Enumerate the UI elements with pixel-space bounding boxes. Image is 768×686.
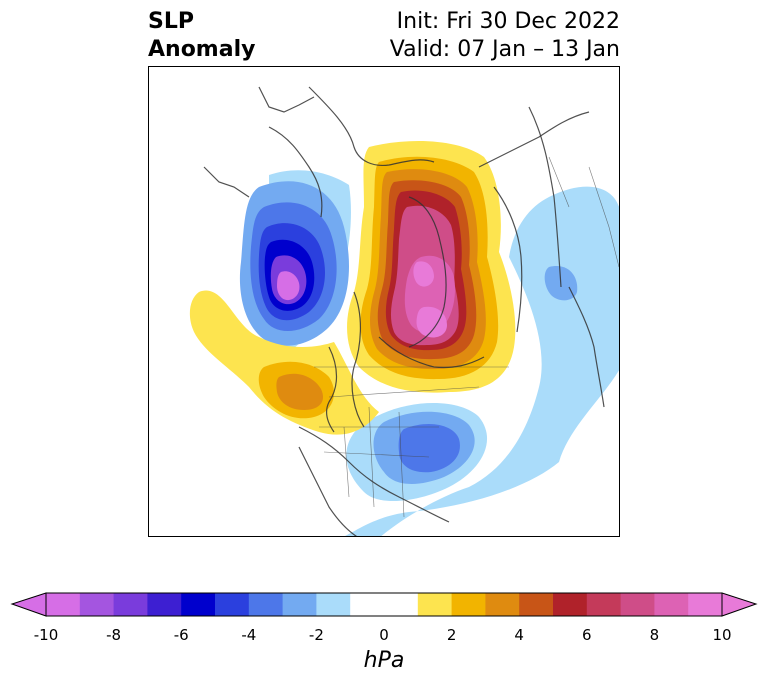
pos-anomaly-west-3 [276, 373, 324, 410]
colorbar-unit-label: hPa [363, 648, 405, 673]
colorbar-cell [215, 593, 250, 616]
colorbar-tick-label: 0 [379, 626, 389, 644]
colorbar-cell [451, 593, 486, 616]
colorbar-over-arrow [721, 592, 758, 617]
colorbar-tick-label: 2 [446, 626, 457, 644]
colorbar-tick-label: -2 [308, 626, 324, 644]
colorbar-cell [46, 593, 81, 616]
colorbar-cell [485, 593, 520, 616]
colorbar-cell [688, 593, 723, 616]
colorbar-cell [586, 593, 622, 616]
colorbar-tick-label: -6 [173, 626, 189, 644]
colorbar-outline [45, 592, 723, 617]
colorbar-tick-label: 10 [712, 626, 732, 644]
borders [314, 156, 619, 518]
colorbar-cell [620, 593, 655, 616]
colorbar-tick-label: 4 [514, 626, 524, 644]
colorbar-cell [384, 593, 419, 616]
colorbar-cell [248, 593, 284, 616]
colorbar [10, 592, 758, 617]
colorbar-cell [147, 593, 182, 616]
colorbar-cell [316, 593, 351, 616]
colorbar-cell [553, 593, 588, 616]
colorbar-cell [181, 593, 216, 616]
colorbar-cell [350, 593, 385, 616]
colorbar-cell [519, 593, 554, 616]
map-title-left: SLP Anomaly [148, 8, 255, 64]
neg-anomaly-atlantic-core [398, 424, 460, 473]
neg-anomaly-pacific-core [277, 271, 300, 301]
colorbar-cell [113, 593, 148, 616]
colorbar-tick-label: -4 [241, 626, 257, 644]
pos-anomaly-pole-core-2 [413, 261, 434, 287]
coastlines [203, 86, 605, 536]
init-label: Init: Fri 30 Dec 2022 [396, 9, 620, 34]
colorbar-cell [282, 593, 317, 616]
colorbar-under-arrow [10, 592, 47, 617]
colorbar-cell [654, 593, 689, 616]
valid-label: Valid: 07 Jan – 13 Jan [389, 37, 620, 62]
colorbar-tick-label: -10 [33, 626, 59, 644]
colorbar-tick-label: 8 [649, 626, 660, 644]
kind-label: Anomaly [148, 37, 256, 62]
colorbar-cell [417, 593, 453, 616]
colorbar-cells [46, 593, 723, 616]
map-svg [189, 86, 619, 536]
colorbar-tick-label: 6 [582, 626, 592, 644]
colorbar-cell [79, 593, 115, 616]
anomaly-map [148, 66, 620, 537]
map-title-right: Init: Fri 30 Dec 2022 Valid: 07 Jan – 13… [390, 8, 620, 64]
pos-anomaly-pole-core [416, 306, 447, 338]
variable-label: SLP [148, 9, 194, 34]
colorbar-tick-label: -8 [106, 626, 122, 644]
